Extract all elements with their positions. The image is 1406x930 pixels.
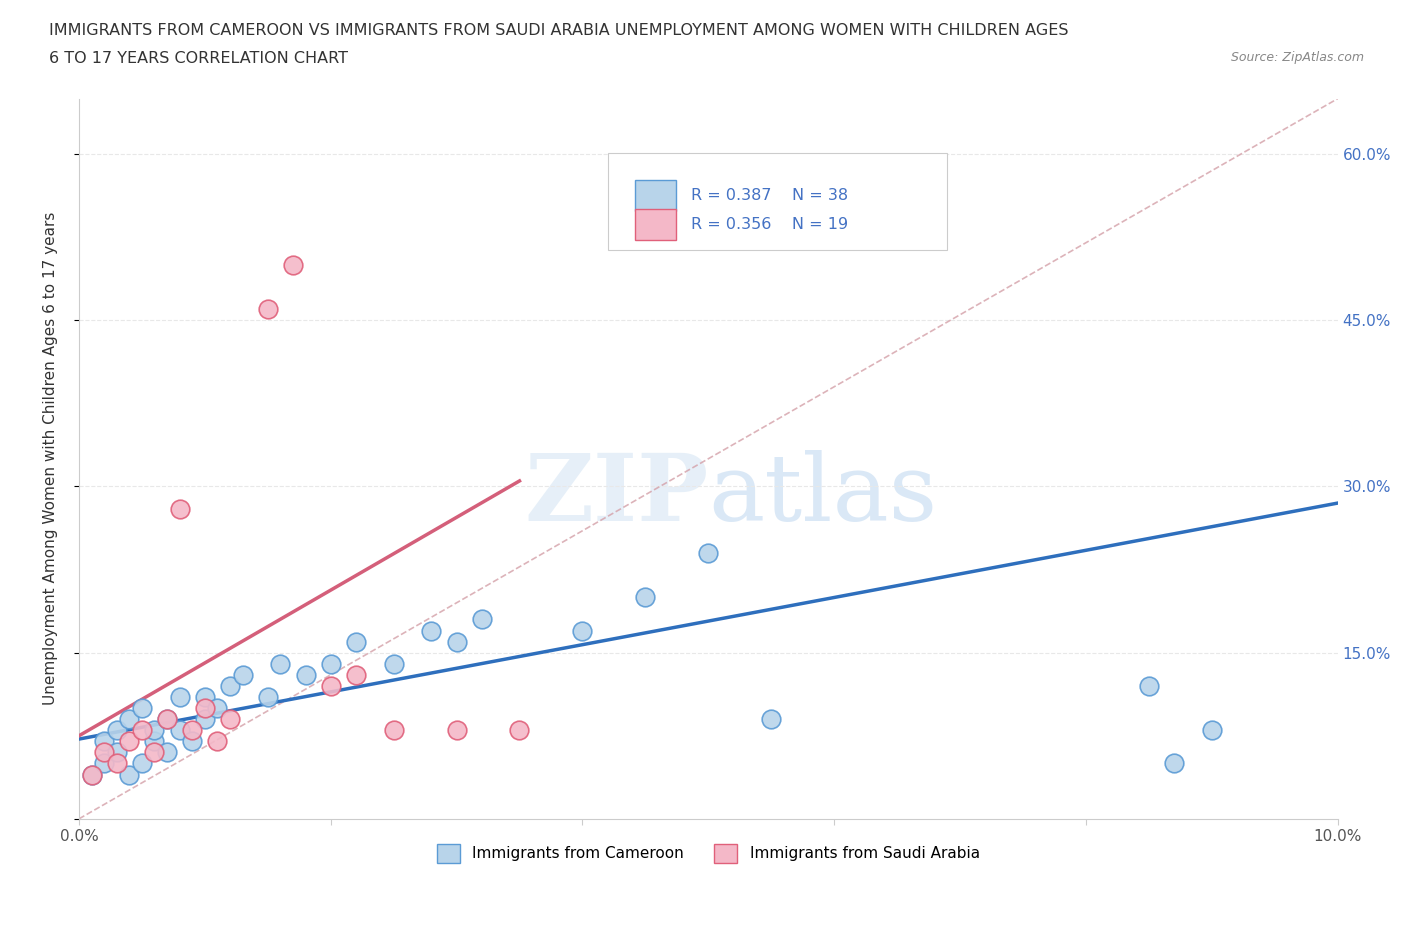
- Point: [80, 767, 103, 782]
- Point: [169, 689, 191, 704]
- Point: [93, 756, 115, 771]
- Point: [118, 734, 141, 749]
- Point: [382, 723, 405, 737]
- Point: [143, 723, 166, 737]
- Point: [508, 723, 530, 737]
- Point: [131, 756, 153, 771]
- Point: [219, 711, 242, 726]
- Legend: Immigrants from Cameroon, Immigrants from Saudi Arabia: Immigrants from Cameroon, Immigrants fro…: [430, 838, 986, 869]
- Point: [1201, 723, 1223, 737]
- Point: [181, 723, 204, 737]
- Point: [181, 734, 204, 749]
- Text: atlas: atlas: [709, 450, 938, 539]
- Text: R = 0.387    N = 38: R = 0.387 N = 38: [690, 188, 848, 203]
- Point: [118, 767, 141, 782]
- Point: [93, 745, 115, 760]
- Point: [105, 756, 128, 771]
- Bar: [636, 209, 675, 240]
- Point: [319, 679, 342, 694]
- Point: [156, 711, 179, 726]
- Point: [219, 679, 242, 694]
- Text: Source: ZipAtlas.com: Source: ZipAtlas.com: [1230, 51, 1364, 64]
- Point: [446, 634, 468, 649]
- Point: [281, 258, 304, 272]
- Point: [169, 723, 191, 737]
- Point: [471, 612, 494, 627]
- FancyBboxPatch shape: [607, 153, 948, 250]
- Point: [319, 657, 342, 671]
- Point: [1137, 679, 1160, 694]
- Text: IMMIGRANTS FROM CAMEROON VS IMMIGRANTS FROM SAUDI ARABIA UNEMPLOYMENT AMONG WOME: IMMIGRANTS FROM CAMEROON VS IMMIGRANTS F…: [49, 23, 1069, 38]
- Point: [256, 301, 278, 316]
- Point: [105, 723, 128, 737]
- Point: [446, 723, 468, 737]
- Point: [118, 711, 141, 726]
- Point: [344, 668, 367, 683]
- Point: [207, 734, 229, 749]
- Point: [207, 700, 229, 715]
- Point: [143, 745, 166, 760]
- Text: 6 TO 17 YEARS CORRELATION CHART: 6 TO 17 YEARS CORRELATION CHART: [49, 51, 349, 66]
- Text: ZIP: ZIP: [524, 450, 709, 539]
- Point: [93, 734, 115, 749]
- Point: [194, 711, 217, 726]
- Point: [269, 657, 291, 671]
- Point: [382, 657, 405, 671]
- Point: [294, 668, 316, 683]
- Point: [194, 700, 217, 715]
- Text: R = 0.356    N = 19: R = 0.356 N = 19: [690, 217, 848, 232]
- Point: [156, 711, 179, 726]
- Point: [131, 700, 153, 715]
- Point: [1163, 756, 1185, 771]
- Point: [232, 668, 254, 683]
- Point: [634, 590, 657, 604]
- Point: [256, 689, 278, 704]
- Point: [131, 723, 153, 737]
- Point: [571, 623, 593, 638]
- Point: [143, 734, 166, 749]
- Point: [344, 634, 367, 649]
- Point: [772, 224, 794, 239]
- Bar: [636, 180, 675, 211]
- Point: [697, 546, 720, 561]
- Point: [156, 745, 179, 760]
- Point: [105, 745, 128, 760]
- Point: [761, 711, 783, 726]
- Point: [169, 501, 191, 516]
- Y-axis label: Unemployment Among Women with Children Ages 6 to 17 years: Unemployment Among Women with Children A…: [44, 212, 58, 706]
- Point: [420, 623, 443, 638]
- Point: [194, 689, 217, 704]
- Point: [80, 767, 103, 782]
